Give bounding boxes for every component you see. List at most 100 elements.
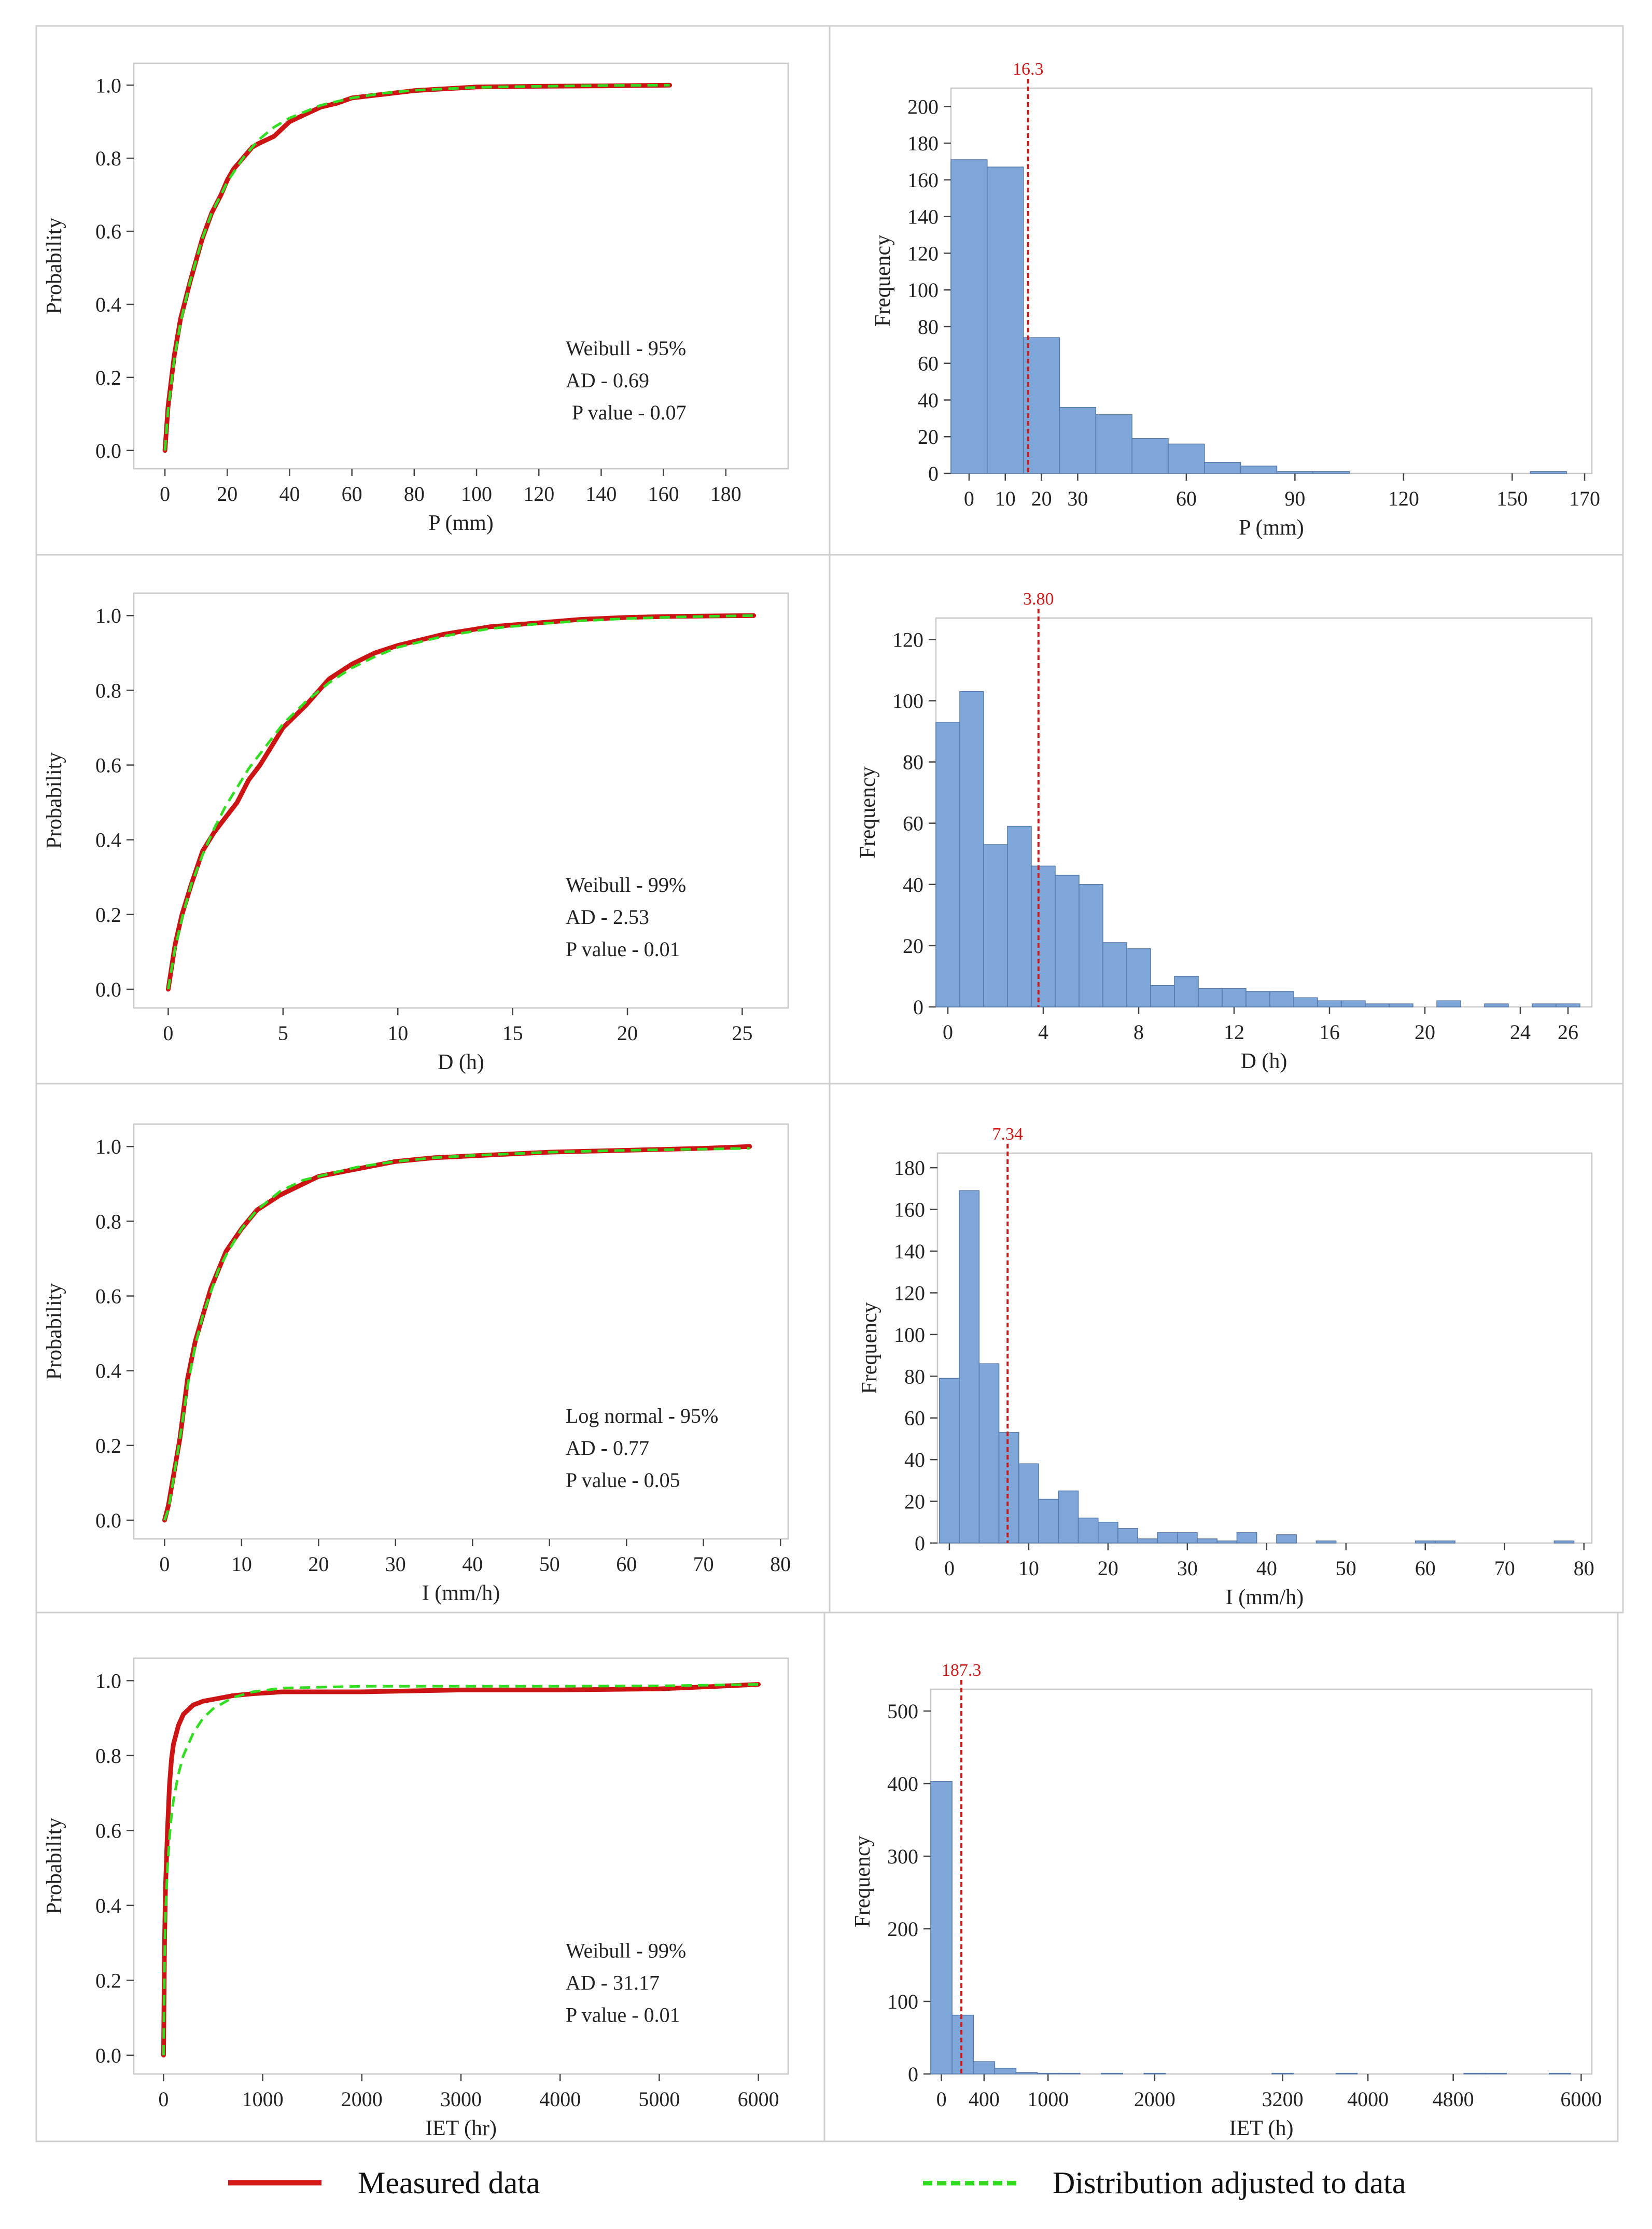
hist-iet-bar-16 xyxy=(1271,2072,1294,2074)
hist-i-bar-2 xyxy=(978,1363,1000,1544)
hist-i-xtick-label-7: 70 xyxy=(1494,1557,1515,1580)
cdf-i-xtick-label-8: 80 xyxy=(770,1552,791,1576)
hist-d-bar-25 xyxy=(1532,1003,1557,1007)
hist-p-xtick-label-6: 120 xyxy=(1388,487,1419,510)
hist-iet-bar-6 xyxy=(1058,2072,1081,2074)
hist-d-ytick-label-6: 120 xyxy=(892,628,923,651)
cdf-iet-annotation-line-1: Weibull - 99% xyxy=(566,1939,686,1962)
cdf-p-ytick-label-4: 0.8 xyxy=(95,147,121,170)
hist-i-ytick-label-0: 0 xyxy=(915,1532,925,1555)
cdf-d-annotation-line-1: Weibull - 99% xyxy=(566,873,686,896)
hist-d-xtick-label-5: 20 xyxy=(1415,1020,1435,1044)
cdf-iet-xtick-label-6: 6000 xyxy=(738,2087,779,2111)
hist-iet-bar-26 xyxy=(1485,2072,1507,2074)
hist-p-bar-3 xyxy=(1059,406,1097,474)
hist-i-xtick-label-0: 0 xyxy=(944,1557,955,1580)
hist-i-bar-4 xyxy=(1018,1463,1039,1544)
hist-i-xtick-label-3: 30 xyxy=(1177,1557,1198,1580)
hist-p-bar-10 xyxy=(1312,471,1350,474)
hist-d-xtick-label-6: 24 xyxy=(1510,1020,1531,1044)
cdf-p-ytick-label-1: 0.2 xyxy=(95,366,121,389)
cdf-p: 0.0 0.2 0.4 0.6 0.8 1.0 0 20 40 60 80 100 120 140 160 1… xyxy=(43,62,789,535)
cdf-iet-xtick-label-1: 1000 xyxy=(242,2087,284,2111)
hist-d-ylabel: Frequency xyxy=(856,766,880,858)
cdf-i-xtick-label-1: 10 xyxy=(231,1552,252,1576)
hist-iet-xtick-label-0: 0 xyxy=(936,2087,947,2111)
hist-d-bar-1 xyxy=(959,691,984,1007)
hist-p-ytick-label-9: 180 xyxy=(907,132,939,155)
cdf-d-ylabel: Probability xyxy=(43,752,66,849)
hist-p-bar-7 xyxy=(1204,462,1241,474)
hist-iet-ytick-label-3: 300 xyxy=(887,1845,918,1868)
cdf-iet-series-measured xyxy=(161,1682,761,2058)
hist-i-bar-19 xyxy=(1315,1540,1337,1544)
cdf-i-series-fitted xyxy=(163,1147,750,1521)
hist-i-bar-11 xyxy=(1157,1532,1178,1544)
cdf-p-xtick-label-8: 160 xyxy=(648,482,679,506)
legend-fitted-label: Distribution adjusted to data xyxy=(1053,2165,1406,2200)
hist-p-bar-16 xyxy=(1530,471,1567,474)
hist-i-xtick-label-6: 60 xyxy=(1415,1557,1436,1580)
cdf-p-xtick-label-1: 20 xyxy=(217,482,237,506)
cdf-d-xtick-label-0: 0 xyxy=(163,1021,173,1045)
hist-d-xlabel: D (h) xyxy=(1241,1049,1287,1073)
cdf-d-annotation-line-3: P value - 0.01 xyxy=(566,937,680,961)
cdf-i-xtick-label-2: 20 xyxy=(308,1552,329,1576)
cdf-iet-xtick-label-0: 0 xyxy=(158,2087,169,2111)
cdf-p-ytick-label-2: 0.4 xyxy=(95,293,121,316)
cdf-iet-ytick-label-3: 0.6 xyxy=(95,1819,121,1842)
cdf-i-ylabel: Probability xyxy=(43,1283,66,1380)
hist-d-ytick-label-0: 0 xyxy=(913,996,923,1019)
hist-p-bar-8 xyxy=(1240,466,1278,474)
cdf-d-annotation-line-2: AD - 2.53 xyxy=(566,905,649,929)
hist-i-ylabel: Frequency xyxy=(858,1302,881,1394)
hist-p-ytick-label-2: 40 xyxy=(918,388,939,412)
hist-p-ytick-label-8: 160 xyxy=(907,169,939,192)
hist-d-xtick-label-0: 0 xyxy=(943,1020,953,1044)
cdf-i: 0.0 0.2 0.4 0.6 0.8 1.0 0 10 20 30 40 50 60 70 80 I (mm… xyxy=(43,1123,791,1605)
hist-iet: 0 100 200 300 400 500 0 400 1000 2000 3200 4000 4800… xyxy=(851,1661,1602,2140)
cdf-iet-xlabel: IET (hr) xyxy=(425,2116,497,2140)
hist-p-bar-2 xyxy=(1023,337,1060,474)
cdf-i-ytick-label-4: 0.8 xyxy=(95,1210,121,1233)
cdf-iet-xtick-label-4: 4000 xyxy=(539,2087,581,2111)
cdf-iet-plot-area xyxy=(133,1657,789,2075)
cdf-i-annotation-line-2: AD - 0.77 xyxy=(566,1436,649,1460)
cdf-iet-ytick-label-4: 0.8 xyxy=(95,1744,121,1768)
cdf-i-xtick-label-3: 30 xyxy=(385,1552,406,1576)
cdf-p-xtick-label-3: 60 xyxy=(342,482,362,506)
hist-d-bar-4 xyxy=(1031,865,1056,1007)
hist-d-xtick-label-7: 26 xyxy=(1558,1020,1578,1044)
hist-d-bar-5 xyxy=(1055,875,1080,1007)
hist-d-bar-2 xyxy=(983,844,1008,1007)
legend-measured-line xyxy=(228,2180,321,2185)
hist-i-bar-13 xyxy=(1197,1538,1217,1544)
cdf-iet-ytick-label-0: 0.0 xyxy=(95,2044,121,2067)
hist-iet-ytick-label-1: 100 xyxy=(887,1990,918,2013)
hist-i-ytick-label-9: 180 xyxy=(894,1156,925,1180)
hist-iet-bar-8 xyxy=(1101,2072,1123,2074)
cdf-p-ytick-label-0: 0.0 xyxy=(95,439,121,462)
hist-p-ytick-label-1: 20 xyxy=(918,425,939,448)
hist-d-bar-0 xyxy=(935,722,960,1007)
hist-iet-bar-25 xyxy=(1463,2072,1486,2074)
cdf-p-annotation-line-1: Weibull - 95% xyxy=(566,337,686,360)
hist-d-bar-8 xyxy=(1126,948,1151,1007)
hist-p-ytick-label-4: 80 xyxy=(918,315,939,339)
hist-i-bar-17 xyxy=(1276,1534,1297,1544)
hist-p-xtick-label-8: 170 xyxy=(1569,487,1600,510)
hist-d-ytick-label-4: 80 xyxy=(903,751,923,774)
hist-iet-bar-1 xyxy=(951,2014,974,2074)
cdf-i-ytick-label-0: 0.0 xyxy=(95,1509,121,1532)
hist-i-bar-0 xyxy=(939,1378,960,1544)
cdf-d-ytick-label-3: 0.6 xyxy=(95,754,121,777)
hist-iet-ytick-label-2: 200 xyxy=(887,1917,918,1941)
hist-p-ytick-label-7: 140 xyxy=(907,205,939,229)
hist-d-marker-label: 3.80 xyxy=(1023,590,1054,609)
hist-p-ytick-label-5: 100 xyxy=(907,278,939,302)
hist-iet-xtick-label-1: 400 xyxy=(969,2087,1000,2111)
cdf-p-xtick-label-0: 0 xyxy=(160,482,170,506)
cdf-d-series-fitted xyxy=(166,614,754,990)
hist-d-bar-10 xyxy=(1174,976,1199,1007)
hist-p-bar-1 xyxy=(987,166,1024,474)
